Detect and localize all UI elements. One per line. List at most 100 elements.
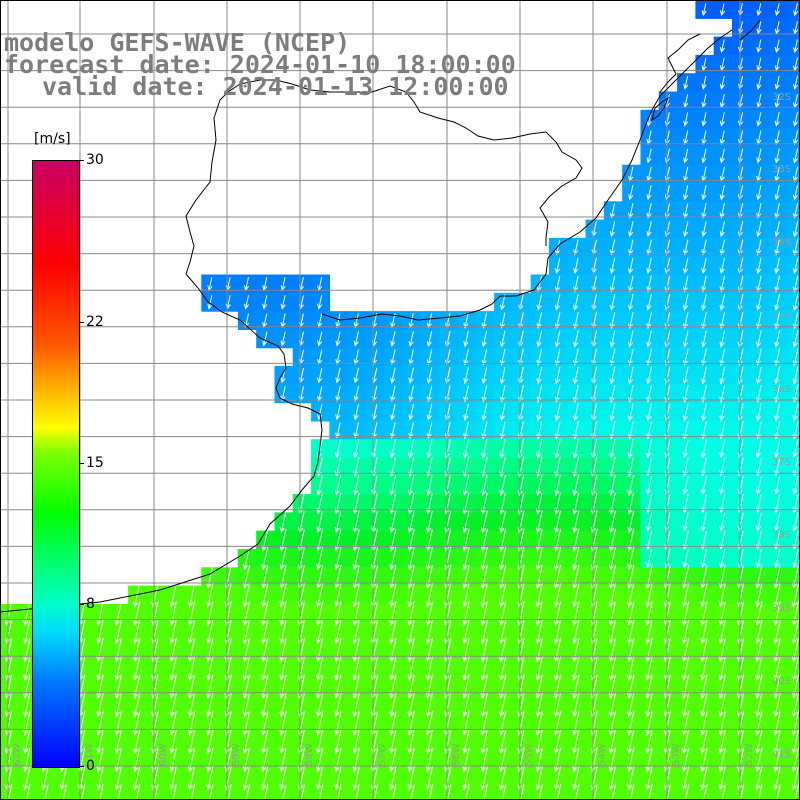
wind-arrow — [573, 312, 579, 330]
wind-speed-cell — [786, 36, 800, 56]
wind-arrow — [499, 474, 506, 497]
wind-arrow — [773, 710, 781, 736]
wind-arrow — [206, 619, 214, 645]
wind-arrow — [628, 257, 634, 275]
wind-arrow — [646, 403, 652, 422]
wind-arrow — [682, 348, 689, 367]
wind-arrow — [499, 438, 506, 459]
longitude-label: 57W — [377, 743, 388, 766]
wind-arrow — [646, 275, 652, 293]
wind-arrow — [756, 330, 762, 348]
wind-arrow — [572, 619, 580, 645]
wind-arrow — [316, 656, 324, 681]
wind-arrow — [282, 784, 287, 800]
wind-arrow — [572, 403, 579, 422]
wind-arrow — [206, 765, 214, 791]
wind-arrow — [646, 384, 652, 404]
wind-arrow — [629, 784, 635, 800]
wind-arrow — [682, 656, 690, 681]
wind-arrow — [739, 784, 745, 800]
wind-arrow — [718, 710, 726, 736]
wind-arrow — [756, 275, 762, 293]
wind-arrow — [538, 784, 543, 800]
wind-arrow — [682, 692, 690, 718]
wind-arrow — [774, 148, 780, 164]
wind-arrow — [627, 330, 634, 348]
wind-arrow — [609, 330, 616, 348]
wind-arrow — [410, 784, 415, 800]
wind-arrow — [352, 529, 360, 552]
wind-arrow — [791, 674, 800, 700]
wind-arrow — [628, 293, 634, 311]
wind-arrow — [334, 619, 342, 645]
wind-arrow — [553, 765, 562, 791]
wind-arrow — [133, 729, 141, 755]
wind-arrow — [426, 438, 433, 459]
wind-arrow — [628, 239, 634, 256]
latitude-label: 41S — [772, 749, 791, 760]
wind-arrow — [572, 729, 580, 755]
wind-arrow — [572, 510, 580, 534]
wind-arrow — [773, 674, 781, 700]
wind-arrow — [227, 784, 232, 800]
wind-arrow — [480, 582, 488, 608]
wind-arrow — [316, 619, 324, 645]
wind-arrow — [465, 784, 470, 800]
wind-arrow — [554, 275, 561, 293]
wind-arrow — [682, 582, 690, 608]
wind-arrow — [718, 729, 726, 755]
wind-arrow — [553, 710, 562, 736]
wind-arrow — [774, 112, 780, 127]
wind-arrow — [317, 385, 323, 402]
wind-arrow — [535, 564, 543, 590]
wind-arrow — [114, 619, 122, 645]
wind-arrow — [96, 747, 104, 773]
longitude-label: 62W — [12, 743, 23, 766]
wind-arrow — [96, 710, 104, 736]
wind-arrow — [4, 656, 13, 681]
wind-arrow — [573, 239, 579, 256]
wind-arrow — [792, 239, 799, 256]
wind-arrow — [572, 656, 580, 681]
wind-arrow — [169, 619, 177, 645]
wind-arrow — [334, 511, 342, 534]
wind-arrow — [316, 547, 324, 571]
wind-arrow — [719, 75, 725, 90]
wind-arrow — [23, 656, 31, 681]
wind-arrow — [536, 421, 543, 440]
wind-arrow — [645, 747, 653, 773]
wind-arrow — [792, 402, 799, 422]
wind-arrow — [242, 765, 251, 791]
wind-arrow — [718, 601, 726, 626]
wind-arrow — [334, 475, 342, 496]
wind-arrow — [682, 674, 690, 700]
wind-arrow — [133, 674, 141, 700]
wind-arrow — [499, 330, 506, 348]
colorbar — [32, 160, 80, 768]
wind-arrow — [682, 619, 690, 645]
wind-arrow — [114, 601, 122, 626]
wind-arrow — [792, 148, 799, 164]
wind-arrow — [279, 637, 287, 663]
wind-arrow — [499, 366, 506, 385]
title-line-valid-date: valid date: 2024-01-13 12:00:00 — [42, 72, 509, 101]
wind-arrow — [575, 784, 580, 800]
wind-arrow — [774, 275, 780, 293]
wind-arrow — [646, 366, 652, 385]
wind-arrow — [261, 710, 269, 736]
wind-arrow — [535, 710, 543, 736]
wind-arrow — [408, 349, 414, 366]
wind-arrow — [462, 656, 470, 681]
wind-arrow — [736, 601, 745, 626]
wind-arrow — [755, 601, 763, 626]
wind-arrow — [499, 747, 507, 773]
wind-arrow — [736, 765, 745, 791]
wind-arrow — [242, 729, 251, 755]
wind-arrow — [462, 601, 470, 626]
wind-arrow — [408, 438, 415, 459]
wind-speed-cell — [786, 73, 800, 93]
wind-arrow — [59, 765, 68, 791]
wind-arrow — [169, 601, 177, 626]
wind-arrow — [462, 474, 470, 497]
wind-arrow — [646, 184, 652, 201]
